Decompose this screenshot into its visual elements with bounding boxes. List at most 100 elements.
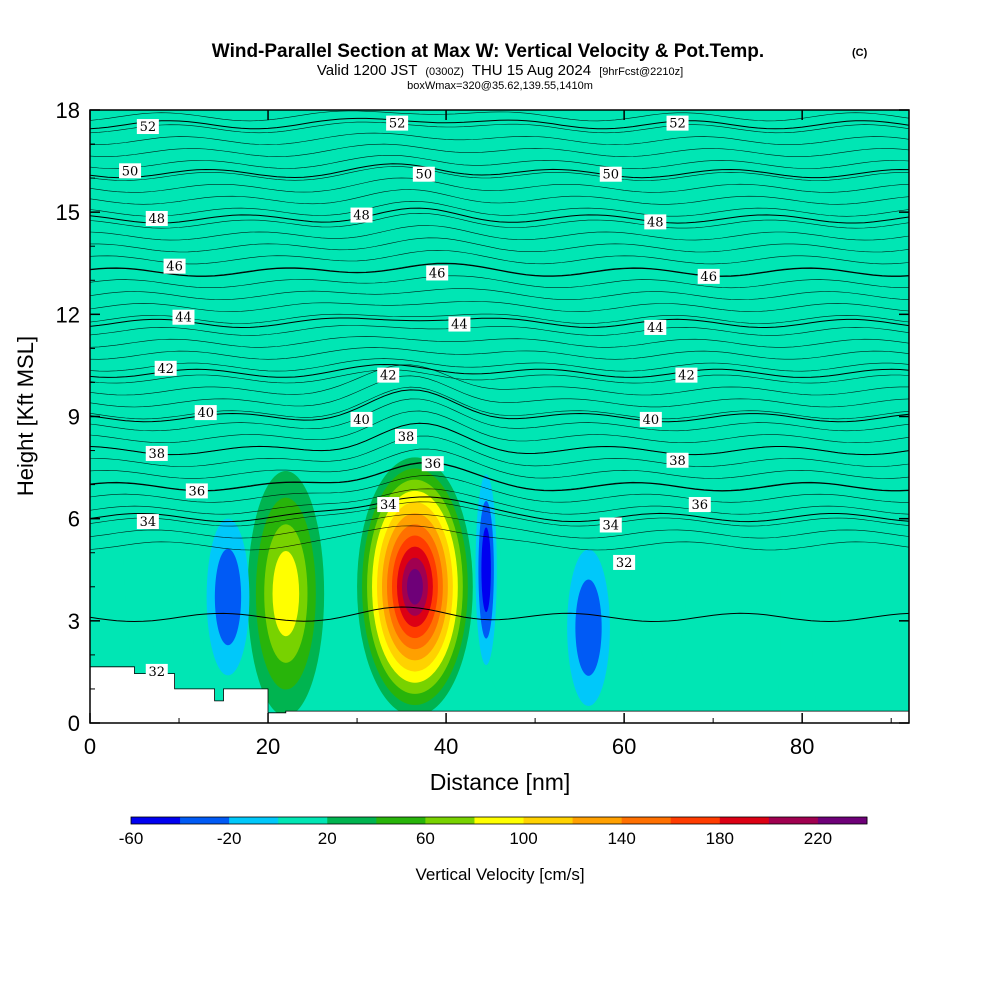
contour-label-box: [697, 268, 720, 284]
colorbar-tick-label: -20: [217, 829, 242, 848]
contour-label-text: 38: [398, 430, 415, 445]
contour-label-text: 48: [647, 215, 664, 230]
field-streak: [508, 110, 598, 247]
field-streak: [641, 246, 678, 655]
contour-label-text: 36: [424, 457, 441, 472]
y-tick-label: 6: [68, 507, 80, 532]
theta-contour-line: [90, 363, 909, 378]
contour-label: 34: [377, 497, 400, 513]
colorbar-tick-label: 140: [607, 829, 635, 848]
theta-contour-line: [90, 301, 909, 312]
contour-label-box: [145, 210, 168, 226]
contour-label: 50: [599, 166, 622, 183]
theta-contour-line: [90, 375, 909, 408]
contour-label: 38: [145, 445, 168, 462]
contour-label-text: 34: [140, 515, 157, 530]
contour-label-text: 50: [122, 164, 139, 179]
contour-label-box: [163, 258, 186, 274]
theta-contour-line: [90, 288, 909, 301]
colorbar-tick-label: 220: [804, 829, 832, 848]
theta-contour-line: [90, 212, 909, 229]
contour-label-text: 32: [148, 665, 165, 680]
contour-label-text: 52: [669, 117, 686, 132]
y-axis-label: Height [Kft MSL]: [13, 336, 38, 496]
theta-contour-line: [90, 462, 909, 492]
plot-area: 32 32 34 34 34 36 36 36 38 38 38 40 40 40 42 42 42 44 44 44…: [90, 110, 909, 723]
colorbar-label: Vertical Velocity [cm/s]: [415, 865, 584, 884]
contour-label-text: 50: [603, 168, 620, 183]
contour-label: 34: [136, 514, 159, 530]
contour-label-text: 38: [669, 454, 686, 469]
theta-contour-line: [90, 325, 909, 336]
x-tick-label: 0: [84, 734, 96, 759]
contour-label: 46: [426, 265, 449, 281]
chart-title-mark: (C): [852, 47, 868, 59]
contour-label-box: [675, 367, 698, 383]
field-streak: [730, 484, 767, 723]
contour-label-box: [599, 517, 622, 533]
contour-label-text: 52: [389, 117, 406, 132]
contour-label-text: 46: [429, 266, 446, 281]
contour-label: 46: [163, 258, 186, 275]
contour-label: 42: [675, 367, 698, 384]
contour-label: 52: [136, 119, 159, 135]
subtitle-date: THU 15 Aug 2024: [472, 62, 591, 79]
theta-contour-line: [90, 422, 909, 455]
theta-contour-line: [90, 163, 909, 179]
contour-label-text: 50: [416, 168, 433, 183]
contour-label: 44: [172, 309, 195, 326]
contour-label: 50: [119, 163, 142, 179]
theta-contour-line: [90, 501, 909, 527]
contour-label: 32: [613, 554, 636, 571]
contour-label-text: 44: [647, 321, 664, 336]
theta-contour-line: [90, 514, 909, 539]
theta-contour-line: [90, 275, 909, 289]
contour-label: 40: [639, 411, 662, 428]
contour-label: 44: [644, 319, 667, 336]
field-streak: [490, 416, 545, 689]
contour-label: 34: [599, 517, 622, 533]
colorbar-swatch: [229, 817, 279, 824]
x-tick-label: 80: [790, 734, 814, 759]
theta-contour-line: [90, 347, 909, 360]
contour-label-box: [688, 497, 711, 513]
chart-title: Wind-Parallel Section at Max W: Vertical…: [212, 41, 764, 62]
colorbar: -60 -20 20 60 100 140 180 220: [119, 816, 868, 848]
x-tick-label: 40: [434, 734, 458, 759]
colorbar-swatch: [474, 817, 525, 824]
chart-subtitle-box: boxWmax=320@35.62,139.55,1410m: [407, 80, 593, 92]
theta-contour-line: [90, 336, 909, 348]
contour-label: 52: [666, 115, 689, 132]
theta-contour-line: [90, 225, 909, 241]
contour-label-box: [395, 428, 418, 444]
contour-label-box: [448, 316, 471, 332]
contour-label: 40: [350, 411, 373, 428]
contour-label-box: [350, 207, 373, 223]
contour-label: 32: [145, 663, 168, 680]
theta-contour-line: [90, 200, 909, 217]
colorbar-swatch: [180, 817, 230, 824]
contour-label-text: 34: [380, 498, 397, 513]
field-streak: [214, 110, 286, 417]
contour-label-box: [666, 452, 689, 468]
field-texture: [125, 110, 892, 723]
theta-contour-line: [90, 369, 909, 384]
contour-label-box: [386, 115, 409, 131]
colorbar-swatch: [523, 817, 574, 824]
field-streak: [855, 552, 892, 723]
colorbar-swatch: [621, 817, 672, 824]
contour-label-text: 46: [166, 260, 183, 275]
contour-label-box: [644, 319, 667, 335]
contour-label: 46: [697, 268, 720, 285]
contour-label: 36: [185, 483, 208, 499]
theta-contour-line: [90, 358, 909, 372]
contour-labels: 32 32 34 34 34 36 36 36 38 38 38 40 40 40 42 42 42 44 44 44…: [119, 115, 720, 680]
contour-label: 40: [194, 405, 217, 421]
field-streak: [428, 110, 500, 349]
contour-label: 42: [377, 367, 400, 384]
contour-label-text: 48: [353, 209, 370, 224]
theta-contour-line: [90, 606, 909, 623]
x-tick-label: 20: [256, 734, 280, 759]
contour-label-box: [185, 483, 208, 499]
